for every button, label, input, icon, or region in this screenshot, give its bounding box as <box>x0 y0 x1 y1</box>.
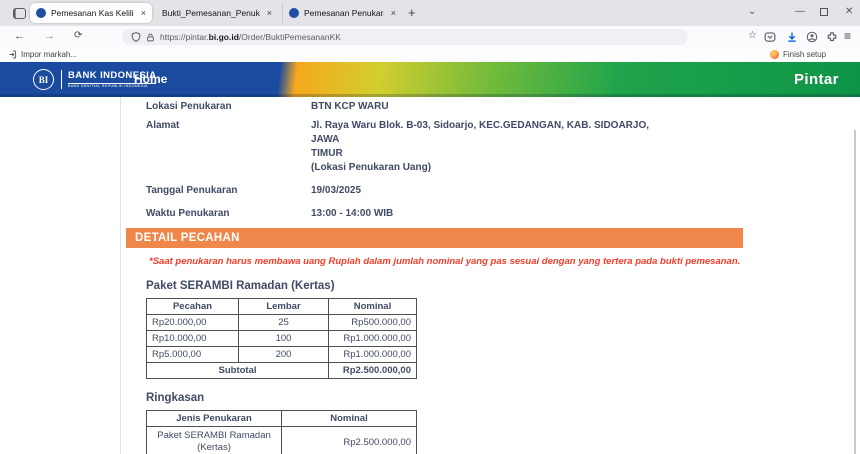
detail-row-lokasi: Lokasi Penukaran BTN KCP WARU <box>121 100 857 114</box>
close-tab-icon[interactable]: × <box>140 8 146 18</box>
import-icon <box>9 50 17 59</box>
tab-pemesanan-penukaran-uang[interactable]: Pemesanan Penukaran Uang Ka × <box>282 3 402 23</box>
detail-value: 19/03/2025 <box>311 185 362 196</box>
cell-lembar: 25 <box>238 314 329 331</box>
detail-value: BTN KCP WARU <box>311 101 389 112</box>
brand-title: BANK INDONESIA <box>68 70 157 81</box>
extensions-icon[interactable] <box>826 31 838 43</box>
address-line: TIMUR <box>311 148 343 159</box>
tab-pemesanan-kas-keliling[interactable]: Pemesanan Kas Keliling × <box>30 3 152 23</box>
col-header-pecahan: Pecahan <box>146 298 239 315</box>
cell-nominal: Rp1.000.000,00 <box>328 346 417 363</box>
scrollbar[interactable] <box>854 130 856 454</box>
tab-title: Pemesanan Kas Keliling <box>51 8 134 18</box>
table-row: Rp20.000,00 25 Rp500.000,00 <box>146 314 417 331</box>
navigation-toolbar: ← → ⟳ https://pintar.bi.go.id/Order/Bukt… <box>0 26 860 48</box>
col-header-nominal: Nominal <box>328 298 417 315</box>
maximize-button[interactable] <box>820 8 828 16</box>
tab-bukti-pemesanan[interactable]: Bukti_Pemesanan_Penukaran_Kas_K × <box>156 3 278 23</box>
tracking-shield-icon[interactable] <box>131 32 141 42</box>
import-bookmarks-button[interactable]: Impor markah... <box>8 50 77 59</box>
close-window-button[interactable]: ✕ <box>845 6 854 17</box>
back-button[interactable]: ← <box>14 30 25 42</box>
detail-row-alamat: Alamat Jl. Raya Waru Blok. B-03, Sidoarj… <box>121 119 857 175</box>
tab-bar: Pemesanan Kas Keliling × Bukti_Pemesanan… <box>0 0 860 26</box>
bank-indonesia-wordmark: BANK INDONESIA BANK SENTRAL REPUBLIK IND… <box>68 70 157 88</box>
import-bookmarks-label: Impor markah... <box>21 50 78 59</box>
address-note: (Lokasi Penukaran Uang) <box>311 162 432 173</box>
bi-monogram: BI <box>38 74 49 85</box>
minimize-button[interactable]: — <box>795 6 805 17</box>
table-header-row: Pecahan Lembar Nominal <box>146 298 417 315</box>
table-header-row: Jenis Penukaran Nominal <box>146 410 417 427</box>
table-row: Rp10.000,00 100 Rp1.000.000,00 <box>146 330 417 347</box>
subtotal-label: Subtotal <box>146 362 329 379</box>
account-icon[interactable] <box>806 31 818 43</box>
cell-pecahan: Rp10.000,00 <box>146 330 239 347</box>
close-tab-icon[interactable]: × <box>266 8 272 18</box>
cell-lembar: 200 <box>238 346 329 363</box>
pintar-logo: Pintar <box>794 71 839 88</box>
ringkasan-section-title: Ringkasan <box>146 392 205 404</box>
cell-nominal: Rp2.500.000,00 <box>281 426 417 454</box>
detail-label: Alamat <box>146 120 180 131</box>
detail-row-waktu: Waktu Penukaran 13:00 - 14:00 WIB <box>121 207 857 221</box>
cell-nominal: Rp1.000.000,00 <box>328 330 417 347</box>
url-text[interactable]: https://pintar.bi.go.id/Order/BuktiPemes… <box>160 32 341 42</box>
subtotal-row: Subtotal Rp2.500.000,00 <box>146 362 417 379</box>
forward-button[interactable]: → <box>44 30 55 42</box>
paket-section-title: Paket SERAMBI Ramadan (Kertas) <box>146 280 335 292</box>
lock-icon[interactable] <box>146 33 155 42</box>
tab-title: Bukti_Pemesanan_Penukaran_Kas_K <box>162 8 260 18</box>
table-row: Rp5.000,00 200 Rp1.000.000,00 <box>146 346 417 363</box>
bank-indonesia-logo-icon: BI <box>33 69 54 90</box>
detail-label: Waktu Penukaran <box>146 208 230 219</box>
detail-value: Jl. Raya Waru Blok. B-03, Sidoarjo, KEC.… <box>311 119 651 175</box>
cell-lembar: 100 <box>238 330 329 347</box>
address-line: Jl. Raya Waru Blok. B-03, Sidoarjo, KEC.… <box>311 120 650 145</box>
new-tab-button[interactable]: + <box>408 5 416 20</box>
site-header: BI BANK INDONESIA BANK SENTRAL REPUBLIK … <box>0 62 860 97</box>
brand-subtitle: BANK SENTRAL REPUBLIK INDONESIA <box>68 82 157 88</box>
reload-button[interactable]: ⟳ <box>74 30 83 41</box>
bookmarks-bar: Impor markah... Finish setup <box>0 48 860 62</box>
order-receipt-content: Lokasi Penukaran BTN KCP WARU Alamat Jl.… <box>120 97 857 454</box>
downloads-icon[interactable] <box>786 31 798 43</box>
pocket-icon[interactable] <box>764 31 776 43</box>
cell-jenis: Paket SERAMBI Ramadan (Kertas) <box>146 426 282 454</box>
table-row: Paket SERAMBI Ramadan (Kertas) Rp2.500.0… <box>146 426 417 454</box>
firefox-icon <box>770 50 779 59</box>
address-bar[interactable]: https://pintar.bi.go.id/Order/BuktiPemes… <box>122 29 688 45</box>
bookmark-star-icon[interactable]: ☆ <box>748 30 757 41</box>
cell-pecahan: Rp20.000,00 <box>146 314 239 331</box>
paket-table: Pecahan Lembar Nominal Rp20.000,00 25 Rp… <box>146 298 417 379</box>
menu-icon[interactable]: ≡ <box>844 29 852 43</box>
cell-pecahan: Rp5.000,00 <box>146 346 239 363</box>
col-header-jenis: Jenis Penukaran <box>146 410 282 427</box>
detail-label: Tanggal Penukaran <box>146 185 238 196</box>
logo-divider <box>61 70 62 89</box>
firefox-view-icon[interactable] <box>13 8 26 19</box>
finish-setup-label: Finish setup <box>783 50 827 59</box>
ringkasan-table: Jenis Penukaran Nominal Paket SERAMBI Ra… <box>146 410 417 454</box>
cell-nominal: Rp500.000,00 <box>328 314 417 331</box>
close-tab-icon[interactable]: × <box>390 8 396 18</box>
detail-pecahan-banner: DETAIL PECAHAN <box>126 228 743 248</box>
finish-setup-button[interactable]: Finish setup <box>770 50 826 59</box>
tab-title: Pemesanan Penukaran Uang Ka <box>304 8 384 18</box>
jenis-line: (Kertas) <box>197 442 231 453</box>
list-tabs-chevron-icon[interactable]: ⌄ <box>748 6 757 17</box>
col-header-nominal: Nominal <box>281 410 417 427</box>
jenis-line: Paket SERAMBI Ramadan <box>157 430 271 441</box>
detail-value: 13:00 - 14:00 WIB <box>311 208 394 219</box>
detail-row-tanggal: Tanggal Penukaran 19/03/2025 <box>121 184 857 198</box>
bi-favicon-icon <box>36 8 46 18</box>
subtotal-value: Rp2.500.000,00 <box>328 362 417 379</box>
exchange-warning-note: *Saat penukaran harus membawa uang Rupia… <box>149 256 741 267</box>
nav-home-link[interactable]: Home <box>134 72 168 86</box>
col-header-lembar: Lembar <box>238 298 329 315</box>
detail-label: Lokasi Penukaran <box>146 101 232 112</box>
bi-favicon-icon <box>289 8 299 18</box>
